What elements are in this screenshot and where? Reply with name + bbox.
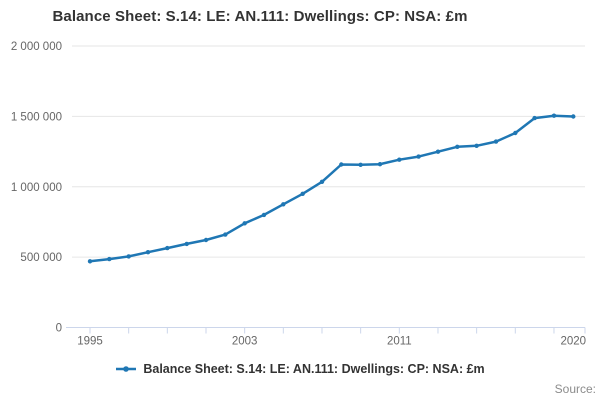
x-axis-tick-label: 2011	[387, 336, 412, 348]
x-axis-tick-label: 1995	[77, 336, 103, 348]
data-point-marker[interactable]	[435, 149, 441, 154]
data-point-marker[interactable]	[300, 191, 305, 196]
legend-item[interactable]: Balance Sheet: S.14: LE: AN.111: Dwellin…	[115, 362, 485, 376]
y-axis-tick-label: 2 000 000	[11, 41, 62, 53]
data-point-marker[interactable]	[493, 139, 499, 144]
data-point-marker[interactable]	[455, 144, 460, 149]
line-chart: 0 500 000 1 000 000 1 500 000 2 000 000 1995 2…	[11, 41, 587, 348]
data-point-marker[interactable]	[203, 237, 209, 243]
page-title: Balance Sheet: S.14: LE: AN.111: Dwellin…	[52, 8, 468, 25]
data-point-marker[interactable]	[242, 221, 247, 226]
data-point-marker[interactable]	[377, 162, 383, 167]
x-axis-tick-label: 2003	[232, 336, 258, 348]
legend: Balance Sheet: S.14: LE: AN.111: Dwellin…	[0, 362, 600, 376]
data-point-marker[interactable]	[474, 143, 479, 148]
data-point-marker[interactable]	[532, 115, 537, 121]
line-dot-icon	[116, 366, 137, 372]
source-label: Source:	[554, 382, 596, 396]
data-point-marker[interactable]	[416, 154, 421, 159]
data-point-marker[interactable]	[551, 113, 557, 118]
data-point-marker[interactable]	[87, 259, 93, 264]
y-axis-tick-label: 1 500 000	[11, 111, 62, 123]
data-point-marker[interactable]	[223, 232, 228, 237]
y-axis-tick-label: 500 000	[20, 252, 62, 264]
y-axis-tick-label: 0	[56, 323, 62, 335]
data-point-marker[interactable]	[145, 250, 151, 255]
data-point-marker[interactable]	[513, 130, 518, 136]
x-axis-tick-label: 2020	[561, 336, 587, 348]
data-point-marker[interactable]	[165, 245, 170, 251]
data-point-marker[interactable]	[319, 179, 325, 184]
legend-label: Balance Sheet: S.14: LE: AN.111: Dwellin…	[143, 362, 485, 376]
data-point-marker[interactable]	[339, 162, 344, 167]
data-point-marker[interactable]	[571, 114, 576, 119]
series-line	[88, 114, 575, 263]
data-point-marker[interactable]	[261, 212, 267, 218]
data-point-marker[interactable]	[107, 256, 112, 262]
data-point-marker[interactable]	[397, 157, 402, 162]
data-point-marker[interactable]	[358, 162, 363, 167]
data-point-marker[interactable]	[126, 254, 131, 259]
data-point-marker[interactable]	[281, 202, 286, 207]
data-point-marker[interactable]	[184, 241, 189, 247]
y-axis-tick-label: 1 000 000	[11, 182, 62, 194]
